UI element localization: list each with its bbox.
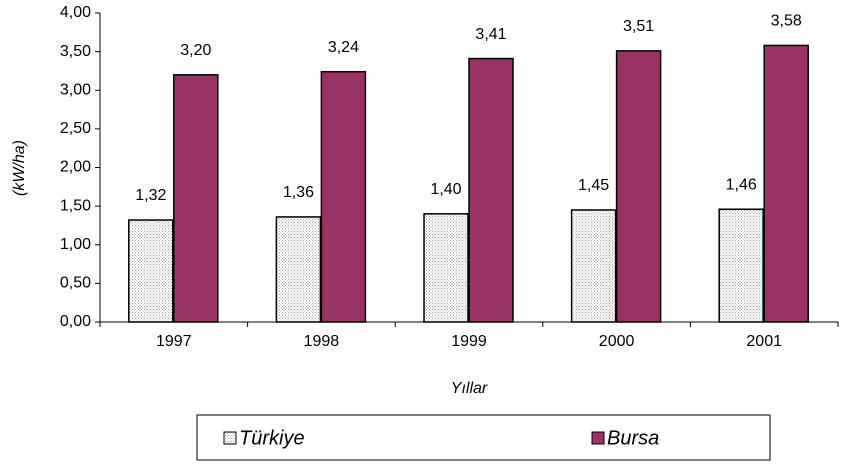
y-axis-label: (kW/ha): [11, 140, 28, 196]
value-label: 1,36: [283, 184, 314, 201]
legend-swatch: [591, 431, 605, 445]
y-tick-label: 2,00: [60, 159, 91, 176]
x-axis-label: Yıllar: [451, 380, 488, 397]
y-tick-label: 4,00: [60, 4, 91, 21]
value-label: 3,41: [475, 26, 506, 43]
value-label: 3,20: [180, 42, 211, 59]
bar: [320, 70, 367, 323]
value-label: 3,24: [328, 39, 359, 56]
value-label: 1,32: [135, 187, 166, 204]
x-tick-label: 1999: [451, 333, 487, 350]
bar: [275, 216, 322, 323]
value-label: 1,46: [726, 176, 757, 193]
bar: [423, 213, 469, 323]
legend-label: Türkiye: [239, 427, 305, 449]
x-tick-label: 1997: [156, 333, 192, 350]
bar: [468, 57, 514, 323]
bar: [128, 219, 174, 323]
y-tick-label: 3,00: [60, 81, 91, 98]
legend-swatch: [223, 431, 237, 445]
x-tick-label: 2000: [599, 333, 635, 350]
bar: [763, 44, 809, 323]
bar: [173, 74, 219, 323]
value-label: 3,58: [771, 13, 802, 30]
x-tick-label: 2001: [746, 333, 782, 350]
y-tick-label: 1,00: [60, 236, 91, 253]
y-tick-label: 0,50: [60, 275, 91, 292]
y-tick-label: 2,50: [60, 120, 91, 137]
bar: [718, 208, 764, 323]
value-label: 1,45: [578, 177, 609, 194]
x-tick-label: 1998: [304, 333, 340, 350]
bar: [570, 209, 617, 323]
legend-box: [196, 414, 771, 461]
y-tick-label: 3,50: [60, 43, 91, 60]
y-tick-label: 0,00: [60, 313, 91, 330]
bar: [615, 50, 662, 323]
legend-label: Bursa: [607, 427, 659, 449]
value-label: 1,40: [430, 181, 461, 198]
value-label: 3,51: [623, 18, 654, 35]
y-tick-label: 1,50: [60, 197, 91, 214]
